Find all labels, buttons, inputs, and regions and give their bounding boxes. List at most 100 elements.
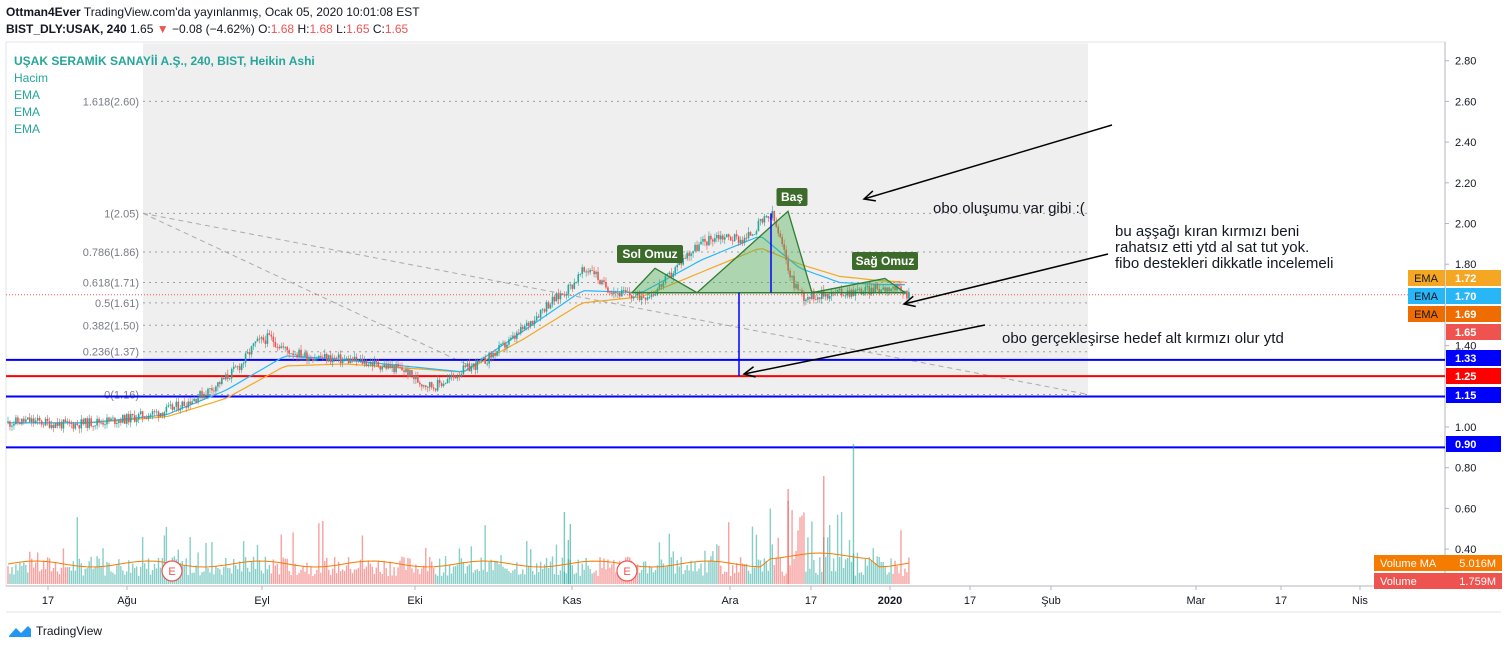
- candle-body: [46, 418, 49, 422]
- candle-body: [430, 382, 433, 388]
- volume-bar: [84, 568, 86, 584]
- volume-bar: [593, 572, 595, 584]
- candle-body: [704, 238, 706, 242]
- candle-body: [147, 415, 150, 419]
- volume-label-bg: [1374, 555, 1502, 571]
- volume-bar: [403, 557, 405, 584]
- candle-body: [54, 422, 57, 428]
- candle-body: [555, 293, 558, 302]
- price-label-bg: [1446, 324, 1501, 340]
- volume-bar: [314, 574, 316, 584]
- volume-bar: [280, 534, 282, 584]
- volume-bar: [401, 556, 403, 584]
- volume-bar: [799, 517, 801, 584]
- candle-body: [112, 417, 114, 419]
- time-tick-label: Ara: [721, 595, 739, 607]
- price-label-tag-bg: [1408, 270, 1445, 286]
- candle-body: [116, 423, 118, 425]
- volume-bar: [221, 574, 223, 584]
- candle-body: [436, 379, 439, 391]
- volume-spike: [569, 524, 572, 584]
- candle-body: [745, 237, 748, 239]
- volume-bar: [76, 517, 78, 584]
- candle-body: [56, 422, 59, 426]
- price-label-tag-bg: [1408, 306, 1445, 322]
- volume-bar: [636, 564, 639, 584]
- candle-body: [462, 365, 465, 375]
- volume-bar: [151, 569, 154, 584]
- legend-ema-1[interactable]: EMA: [14, 88, 41, 102]
- candle-body: [886, 287, 888, 292]
- candle-body: [381, 366, 384, 370]
- volume-bar: [427, 571, 429, 584]
- candle-body: [302, 356, 304, 358]
- fib-level-label: 1.618(2.60): [83, 96, 139, 108]
- legend-volume[interactable]: Hacim: [14, 71, 49, 85]
- volume-bar: [292, 532, 294, 584]
- candle-body: [331, 357, 334, 363]
- volume-bar: [324, 560, 326, 584]
- legend-ema-3[interactable]: EMA: [14, 122, 41, 136]
- volume-bar: [676, 560, 678, 584]
- candle-body: [260, 337, 263, 339]
- volume-bar: [674, 573, 676, 584]
- candle-body: [181, 401, 184, 409]
- volume-bar: [238, 561, 241, 584]
- volume-bar: [524, 574, 526, 584]
- volume-bar: [579, 575, 581, 584]
- volume-bar: [415, 564, 417, 584]
- candle-body: [417, 376, 419, 383]
- candle-body: [638, 291, 641, 301]
- volume-label-bg: [1374, 573, 1502, 589]
- candle-body: [799, 289, 801, 291]
- candle-body: [733, 234, 736, 242]
- volume-bar: [421, 568, 423, 584]
- candle-body: [187, 401, 189, 408]
- volume-bar: [860, 572, 863, 584]
- volume-bar: [86, 568, 88, 584]
- price-tick-label: 1.40: [1455, 341, 1476, 353]
- volume-bar: [332, 568, 334, 584]
- volume-bar: [108, 562, 110, 584]
- legend-ema-2[interactable]: EMA: [14, 105, 41, 119]
- candle-body: [490, 352, 492, 358]
- candle-body: [872, 287, 875, 293]
- candle-body: [290, 353, 292, 355]
- candle-body: [413, 375, 415, 380]
- candle-body: [640, 296, 643, 301]
- head-label: Baş: [781, 190, 803, 204]
- volume-bar: [106, 561, 108, 584]
- candle-body: [494, 352, 496, 356]
- candle-body: [296, 354, 298, 358]
- candle-body: [609, 292, 611, 294]
- volume-bar: [72, 561, 75, 584]
- volume-bar: [145, 568, 148, 584]
- candle-body: [712, 239, 714, 242]
- volume-bar: [805, 571, 807, 584]
- tradingview-brand[interactable]: TradingView: [8, 624, 102, 638]
- candle-body: [599, 279, 601, 285]
- volume-bar: [436, 575, 439, 584]
- candle-body: [571, 284, 574, 289]
- candle-body: [379, 366, 382, 370]
- volume-bar: [58, 574, 61, 584]
- candle-body: [648, 296, 651, 298]
- candle-body: [343, 359, 346, 360]
- fib-level-label: 0.786(1.86): [83, 247, 139, 259]
- volume-bar: [80, 563, 82, 584]
- volume-bar: [846, 558, 849, 584]
- candle-body: [161, 412, 164, 417]
- candle-body: [118, 420, 120, 424]
- candle-body: [15, 417, 17, 424]
- volume-bar: [163, 535, 166, 584]
- volume-bar: [543, 564, 546, 584]
- candle-body: [642, 296, 645, 299]
- candle-body: [523, 325, 526, 330]
- volume-bar: [191, 572, 193, 584]
- volume-bar: [779, 557, 781, 584]
- volume-bar: [894, 560, 896, 584]
- volume-bar: [868, 557, 870, 584]
- candle-body: [411, 370, 413, 376]
- volume-bar: [819, 557, 821, 584]
